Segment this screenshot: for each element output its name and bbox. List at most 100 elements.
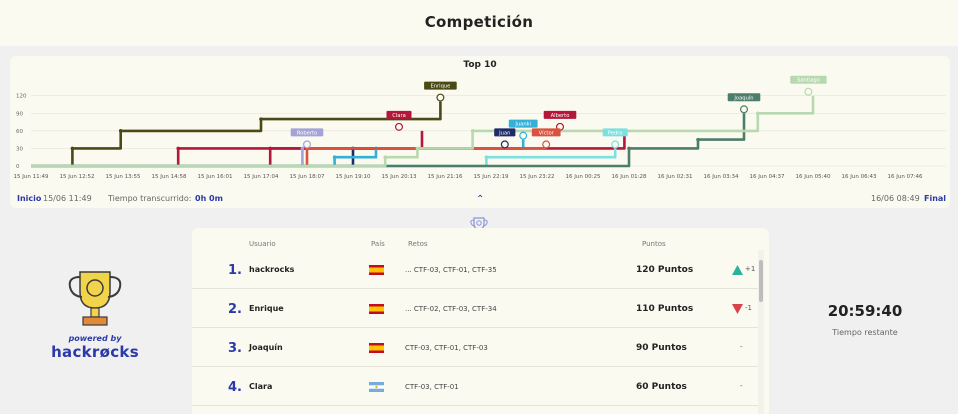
data-point	[756, 111, 760, 116]
y-tick-label: 60	[16, 129, 23, 135]
time-remaining: 20:59:40	[827, 302, 903, 320]
trend-value: -	[740, 343, 743, 351]
marker-point	[303, 140, 312, 149]
user-name[interactable]: Enrique	[249, 304, 284, 313]
table-row[interactable]: 3. Joaquín CTF-03, CTF-01, CTF-03 90 Puntos…	[192, 328, 758, 367]
scrollbar-thumb[interactable]	[759, 260, 763, 302]
table-row[interactable]: 1. hackrocks ... CTF-03, CTF-01, CTF-35 120…	[192, 250, 758, 289]
name-label-bg	[494, 128, 516, 137]
marker-point	[436, 93, 445, 102]
end-date: 16/06 08:49	[871, 194, 920, 203]
series-line	[31, 147, 524, 168]
name-label: Pedro	[608, 130, 623, 136]
powered-by-text: powered by	[68, 334, 122, 343]
trend-value: -	[740, 382, 743, 390]
points-value: 120 Puntos	[636, 265, 694, 275]
name-label-bg	[602, 128, 628, 137]
elapsed-label: Tiempo transcurrido:	[108, 194, 192, 203]
marker-point	[542, 140, 551, 149]
time-remaining-label: Tiempo restante	[832, 328, 898, 337]
hackrocks-logo: powered by hackrøcks	[50, 268, 140, 361]
points-value: 90 Puntos	[636, 343, 687, 353]
name-label-bg	[543, 110, 577, 119]
trophy-logo-icon	[68, 271, 122, 326]
data-point	[696, 137, 700, 142]
name-label-bg	[727, 93, 761, 102]
x-tick-label: 15 Jun 16:01	[198, 174, 233, 180]
data-point	[300, 146, 305, 151]
series-line	[31, 95, 815, 168]
name-label-bg	[290, 128, 324, 137]
marker-point	[395, 122, 404, 131]
series-line	[31, 148, 617, 168]
marker-point	[804, 87, 813, 96]
trend-down-icon	[732, 304, 743, 314]
page-header: Competición	[0, 0, 958, 46]
chevron-up-icon[interactable]: ⌃	[476, 194, 485, 205]
x-tick-label: 15 Jun 14:58	[152, 174, 187, 180]
data-point	[70, 146, 75, 151]
chart-card: 0 30 60 90 120 15 Jun 11:49 15 Jun 12:52 15 Jun…	[10, 56, 950, 208]
x-tick-label: 16 Jun 02:31	[658, 174, 693, 180]
x-tick-label: 15 Jun 12:52	[60, 174, 95, 180]
trend-value: +1	[745, 265, 756, 273]
challenges-list: ... CTF-02, CTF-03, CTF-34	[405, 305, 497, 313]
series-line	[31, 101, 442, 168]
data-point	[118, 129, 123, 133]
name-label: Juanki	[514, 122, 531, 128]
x-tick-label: 15 Jun 23:22	[520, 174, 555, 180]
x-tick-label: 15 Jun 19:10	[336, 174, 371, 180]
rank-number: 3.	[228, 341, 242, 356]
page-title: Competición	[424, 13, 534, 31]
name-label: Santiago	[797, 78, 820, 84]
name-label-bg	[508, 119, 538, 128]
user-name[interactable]: Joaquín	[249, 343, 283, 352]
name-label: Alberto	[551, 113, 570, 119]
challenges-list: CTF-03, CTF-01, CTF-03	[405, 344, 488, 352]
y-tick-label: 0	[16, 164, 20, 170]
name-label: Víctor	[539, 129, 555, 136]
x-tick-label: 15 Jun 13:55	[106, 174, 141, 180]
data-point	[415, 146, 420, 151]
start-label: Inicio	[17, 194, 42, 203]
x-tick-label: 15 Jun 18:07	[290, 174, 325, 180]
header-country: País	[371, 240, 385, 248]
name-label: Joaquín	[733, 94, 753, 101]
x-tick-label: 15 Jun 11:49	[14, 174, 49, 180]
user-name[interactable]: hackrocks	[249, 265, 295, 274]
ranking-chart: 0 30 60 90 120 15 Jun 11:49 15 Jun 12:52 15 Jun…	[14, 75, 946, 180]
data-point	[627, 146, 631, 151]
x-tick-label: 15 Jun 17:04	[244, 174, 279, 180]
header-user: Usuario	[249, 240, 276, 248]
argentina-flag-icon	[369, 382, 384, 392]
y-tick-label: 90	[16, 111, 23, 117]
x-tick-label: 15 Jun 20:13	[382, 174, 417, 180]
marker-point	[739, 105, 748, 114]
header-challenges: Retos	[408, 240, 428, 248]
rank-number: 2.	[228, 302, 242, 317]
trend-up-icon	[732, 265, 743, 275]
name-label-bg	[424, 81, 457, 90]
name-label: Juan	[498, 130, 510, 136]
y-tick-label: 30	[16, 146, 23, 152]
user-name[interactable]: Clara	[249, 382, 273, 391]
table-scrollbar[interactable]	[758, 250, 764, 414]
name-label-bg	[790, 75, 827, 84]
chart-title: Top 10	[463, 60, 497, 70]
table-row[interactable]: 2. Enrique ... CTF-02, CTF-03, CTF-34 110 P…	[192, 289, 758, 328]
table-row[interactable]: 4. Clara CTF-03, CTF-01 60 Puntos -	[192, 367, 758, 406]
brand-name: hackrøcks	[51, 343, 139, 361]
challenges-list: ... CTF-03, CTF-01, CTF-35	[405, 266, 497, 274]
series-line	[31, 139, 525, 168]
x-tick-label: 16 Jun 01:28	[612, 174, 647, 180]
marker-point	[500, 140, 509, 149]
data-point	[383, 155, 388, 160]
x-tick-label: 16 Jun 07:46	[888, 174, 923, 180]
ranking-table: Usuario País Retos Puntos 1. hackrocks...…	[192, 228, 769, 414]
x-tick-label: 16 Jun 00:25	[566, 174, 601, 180]
data-point	[332, 155, 337, 160]
rank-number: 4.	[228, 380, 242, 395]
countdown: 20:59:40 Tiempo restante	[815, 302, 915, 337]
timebar: Inicio 15/06 11:49 Tiempo transcurrido: …	[10, 190, 950, 208]
challenges-list: CTF-03, CTF-01	[405, 383, 459, 391]
